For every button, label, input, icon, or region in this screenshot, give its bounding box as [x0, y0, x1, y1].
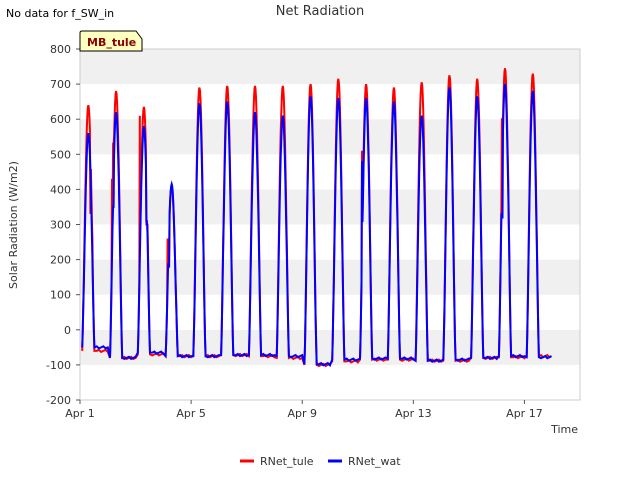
y-tick-label: 400: [50, 183, 71, 196]
grid-band: [80, 364, 580, 400]
x-tick-label: Apr 5: [176, 407, 206, 420]
x-axis-label: Time: [550, 423, 578, 436]
grid-band: [80, 154, 580, 190]
x-axis: Apr 1 Apr 5 Apr 9 Apr 13 Apr 17: [65, 400, 543, 420]
y-axis: -200 -100 0 100 200 300 400 500 600 700 800: [46, 43, 80, 407]
y-tick-label: 300: [50, 219, 71, 232]
x-tick-label: Apr 9: [287, 407, 317, 420]
y-tick-label: -100: [46, 359, 71, 372]
chart-title: Net Radiation: [275, 4, 365, 19]
grid-band: [80, 329, 580, 365]
y-tick-label: 600: [50, 113, 71, 126]
site-badge-label: MB_tule: [87, 36, 136, 49]
y-tick-label: 800: [50, 43, 71, 56]
legend-label-rnet-wat: RNet_wat: [348, 455, 401, 468]
series-line-rnet-wat: [81, 83, 552, 368]
grid-band: [80, 224, 580, 260]
y-tick-label: 700: [50, 78, 71, 91]
y-tick-label: 100: [50, 289, 71, 302]
site-badge: MB_tule: [79, 30, 143, 52]
grid-band: [80, 189, 580, 225]
grid-band: [80, 49, 580, 85]
grid-band: [80, 84, 580, 120]
y-tick-label: 0: [64, 324, 71, 337]
legend-label-rnet-tule: RNet_tule: [260, 455, 314, 468]
grid-bands: [80, 49, 580, 400]
y-tick-label: -200: [46, 394, 71, 407]
y-tick-label: 500: [50, 148, 71, 161]
series-lines: [81, 68, 552, 368]
no-data-note: No data for f_SW_in: [6, 7, 115, 20]
grid-band: [80, 294, 580, 330]
x-tick-label: Apr 17: [506, 407, 543, 420]
x-tick-label: Apr 1: [65, 407, 95, 420]
grid-band: [80, 119, 580, 155]
grid-band: [80, 259, 580, 295]
x-tick-label: Apr 13: [395, 407, 432, 420]
y-tick-label: 200: [50, 254, 71, 267]
y-axis-label: Solar Radiation (W/m2): [7, 161, 20, 289]
legend: RNet_tule RNet_wat: [240, 455, 401, 468]
